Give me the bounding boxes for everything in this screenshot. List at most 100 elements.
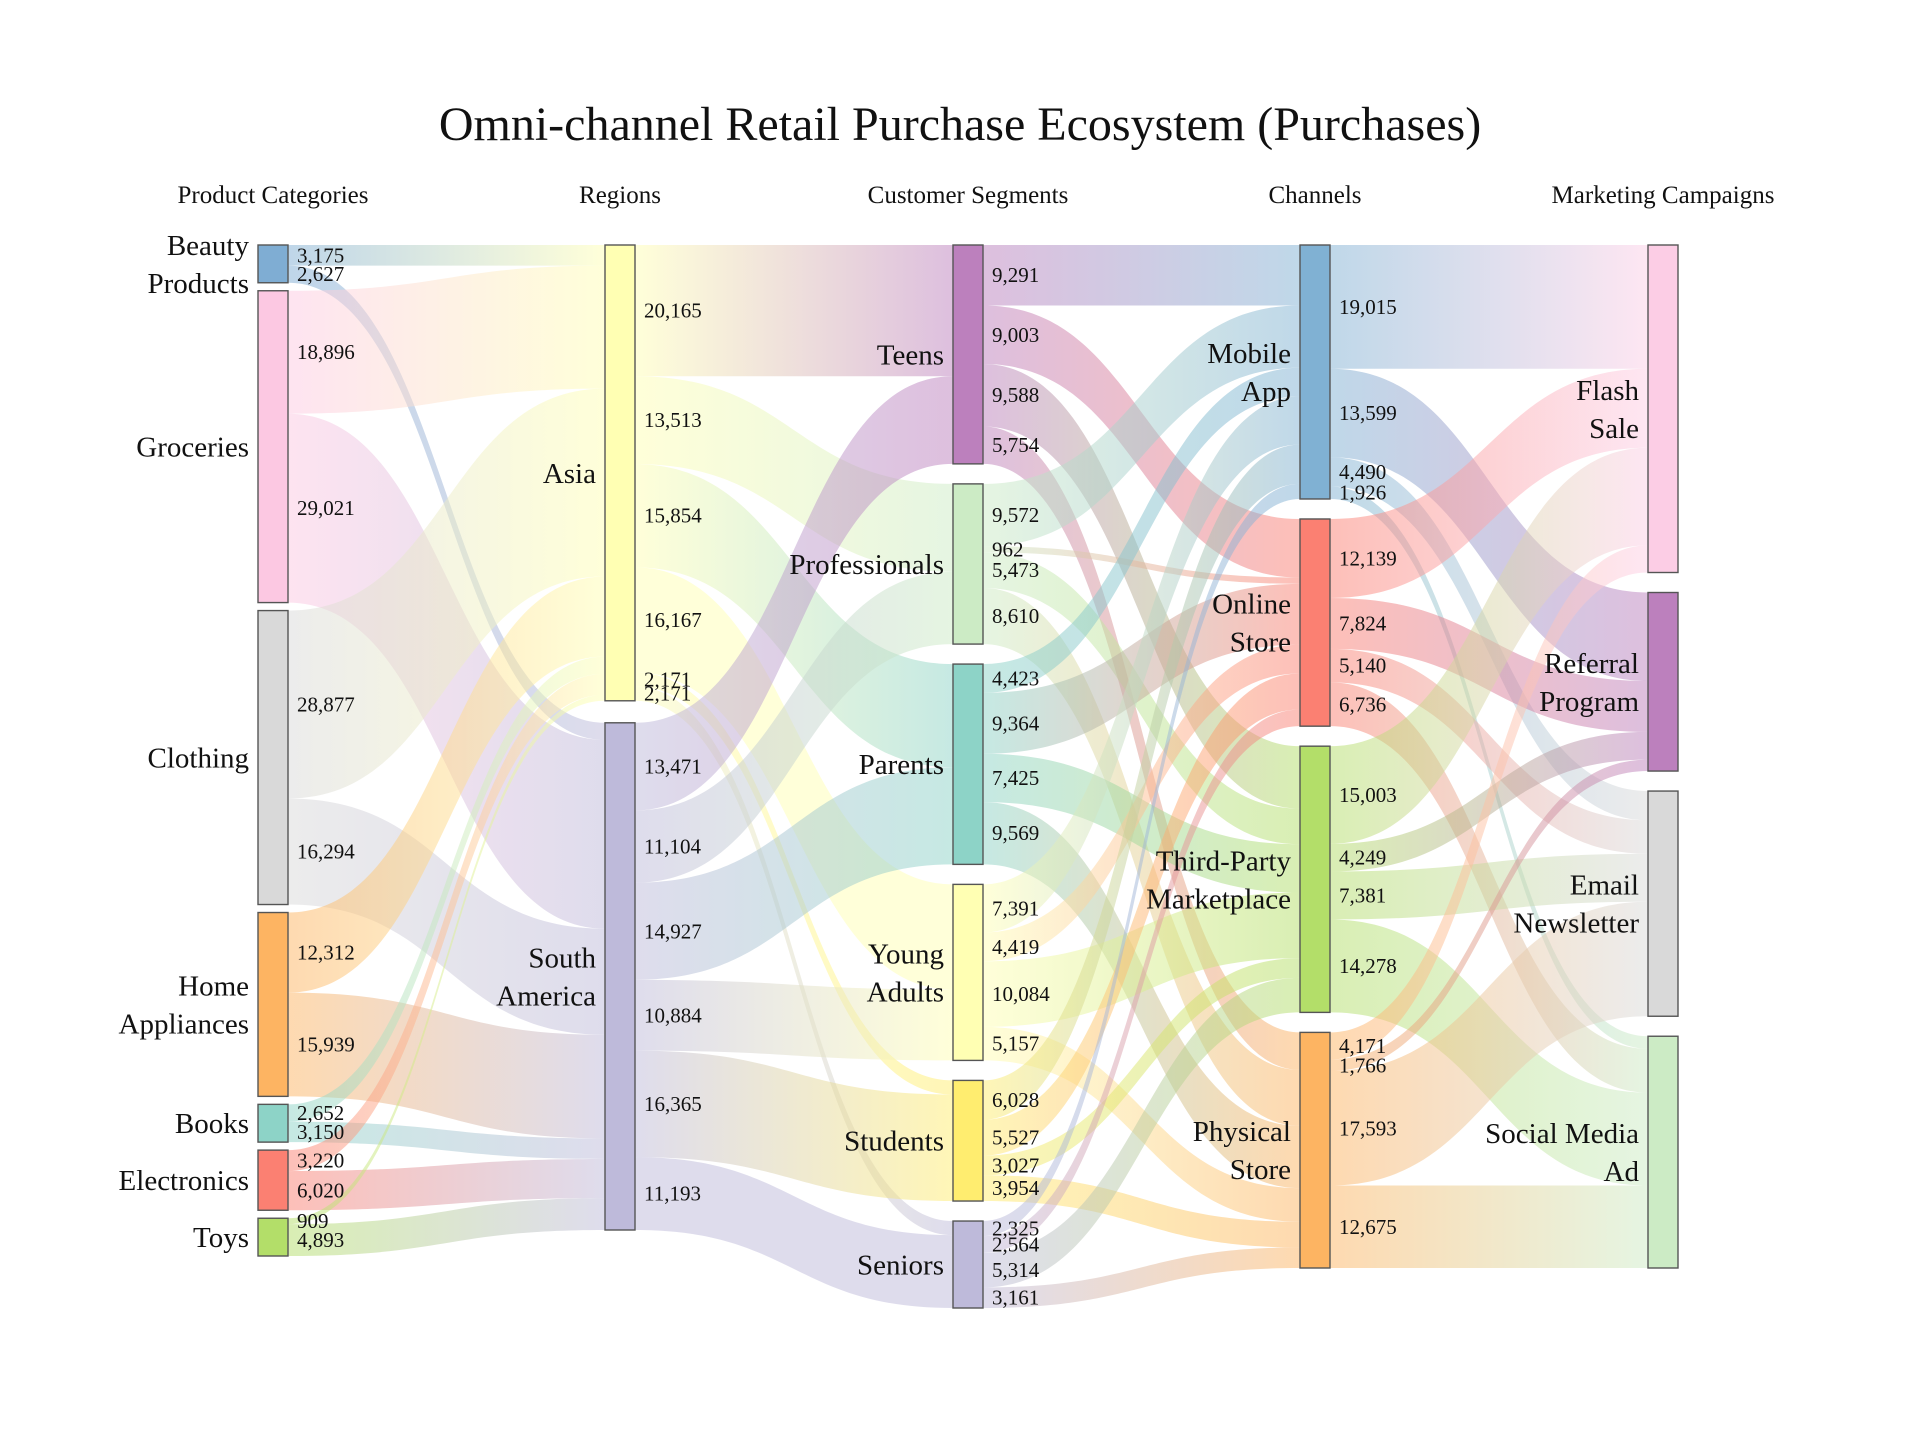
node-social-media-ad bbox=[1647, 1035, 1679, 1269]
node-label-young-adults: Young Adults bbox=[867, 938, 944, 1008]
link-value-electronics-samerica: 6,020 bbox=[297, 1179, 344, 1203]
link-value-asia-students: 2,171 bbox=[644, 668, 691, 692]
link-seniors-physical bbox=[983, 1247, 1300, 1308]
node-label-physical-store: Physical Store bbox=[1193, 1116, 1291, 1186]
link-asia-professionals bbox=[635, 376, 953, 572]
link-parents-thirdparty bbox=[983, 753, 1300, 893]
link-value-students-online: 5,527 bbox=[992, 1126, 1039, 1150]
link-home-asia bbox=[288, 576, 605, 993]
link-value-beauty-asia: 3,175 bbox=[297, 243, 344, 267]
link-asia-teens bbox=[635, 245, 953, 377]
link-value-electronics-asia: 3,220 bbox=[297, 1149, 344, 1173]
link-value-toys-asia: 909 bbox=[297, 1209, 329, 1233]
link-mobile-flash bbox=[1330, 245, 1648, 369]
link-value-toys-samerica: 4,893 bbox=[297, 1228, 344, 1252]
nodes bbox=[257, 244, 1679, 1309]
link-value-clothing-samerica: 16,294 bbox=[297, 840, 355, 864]
link-value-online-social: 6,736 bbox=[1339, 692, 1386, 716]
node-flash-sale bbox=[1647, 244, 1679, 574]
node-online-store bbox=[1299, 518, 1331, 727]
node-label-books: Books bbox=[175, 1108, 249, 1140]
link-value-physical-referral: 1,766 bbox=[1339, 1053, 1386, 1077]
link-youngadults-thirdparty bbox=[983, 892, 1300, 1027]
link-students-online bbox=[983, 673, 1300, 1156]
link-students-thirdparty bbox=[983, 958, 1300, 1176]
link-physical-flash bbox=[1330, 545, 1648, 1060]
link-teens-mobile bbox=[983, 245, 1300, 306]
link-books-asia bbox=[288, 656, 605, 1122]
chart-title: Omni-channel Retail Purchase Ecosystem (… bbox=[439, 98, 1481, 151]
node-label-clothing: Clothing bbox=[147, 743, 249, 775]
link-electronics-samerica bbox=[288, 1158, 605, 1211]
link-value-physical-email: 17,593 bbox=[1339, 1116, 1397, 1140]
link-value-students-mobile: 6,028 bbox=[992, 1088, 1039, 1112]
node-label-seniors: Seniors bbox=[857, 1250, 944, 1282]
node-electronics bbox=[257, 1149, 289, 1211]
link-value-groceries-asia: 18,896 bbox=[297, 340, 355, 364]
link-seniors-online bbox=[983, 709, 1300, 1253]
link-value-mobile-flash: 19,015 bbox=[1339, 295, 1397, 319]
link-value-professionals-physical: 8,610 bbox=[992, 604, 1039, 628]
link-physical-referral bbox=[1330, 759, 1648, 1072]
link-students-mobile bbox=[983, 444, 1300, 1120]
node-label-flash-sale: Flash Sale bbox=[1576, 375, 1639, 445]
node-label-toys: Toys bbox=[193, 1222, 249, 1254]
link-online-flash bbox=[1330, 368, 1648, 598]
node-label-online-store: Online Store bbox=[1212, 589, 1291, 659]
node-toys bbox=[257, 1217, 289, 1257]
link-value-clothing-asia: 28,877 bbox=[297, 693, 355, 717]
link-physical-email bbox=[1330, 901, 1648, 1186]
link-samerica-parents bbox=[635, 767, 953, 980]
link-value-professionals-thirdparty: 5,473 bbox=[992, 558, 1039, 582]
node-label-mobile-app: Mobile App bbox=[1207, 338, 1291, 408]
link-value-asia-professionals: 13,513 bbox=[644, 408, 702, 432]
link-value-students-physical: 3,954 bbox=[992, 1176, 1040, 1200]
link-samerica-students bbox=[635, 1050, 953, 1202]
link-value-seniors-online: 2,564 bbox=[992, 1233, 1040, 1257]
node-books bbox=[257, 1103, 289, 1143]
link-value-teens-mobile: 9,291 bbox=[992, 263, 1039, 287]
link-value-parents-mobile: 4,423 bbox=[992, 666, 1039, 690]
link-value-samerica-seniors: 11,193 bbox=[644, 1182, 701, 1206]
node-labels: Beauty Products Groceries Clothing Home Appli… bbox=[119, 230, 1640, 1282]
link-value-beauty-samerica: 2,627 bbox=[297, 262, 344, 286]
node-seniors bbox=[952, 1220, 984, 1309]
link-value-asia-parents: 15,854 bbox=[644, 504, 702, 528]
link-value-parents-physical: 9,569 bbox=[992, 821, 1039, 845]
link-value-thirdparty-referral: 4,249 bbox=[1339, 846, 1386, 870]
node-label-asia: Asia bbox=[543, 458, 596, 490]
link-teens-thirdparty bbox=[983, 364, 1300, 809]
link-value-mobile-social: 1,926 bbox=[1339, 481, 1386, 505]
link-value-samerica-parents: 14,927 bbox=[644, 919, 702, 943]
link-electronics-asia bbox=[288, 673, 605, 1172]
link-value-asia-seniors: 2,171 bbox=[644, 682, 691, 706]
link-samerica-professionals bbox=[635, 571, 953, 883]
node-asia bbox=[604, 244, 636, 702]
node-label-south-america: South America bbox=[496, 942, 596, 1012]
node-young-adults bbox=[952, 883, 984, 1062]
link-value-thirdparty-flash: 15,003 bbox=[1339, 783, 1397, 807]
node-students bbox=[952, 1079, 984, 1202]
link-teens-physical bbox=[983, 426, 1300, 1070]
link-value-online-flash: 12,139 bbox=[1339, 546, 1397, 570]
link-value-physical-flash: 4,171 bbox=[1339, 1034, 1386, 1058]
link-value-seniors-thirdparty: 5,314 bbox=[992, 1258, 1040, 1282]
link-value-home-samerica: 15,939 bbox=[297, 1032, 355, 1056]
link-groceries-asia bbox=[288, 265, 605, 414]
link-value-thirdparty-email: 7,381 bbox=[1339, 883, 1386, 907]
stage-label-product-categories: Product Categories bbox=[178, 182, 369, 209]
node-label-teens: Teens bbox=[877, 339, 944, 371]
link-samerica-youngadults bbox=[635, 979, 953, 1061]
node-label-parents: Parents bbox=[859, 749, 944, 781]
link-value-samerica-youngadults: 10,884 bbox=[644, 1003, 702, 1027]
node-home-appliances bbox=[257, 911, 289, 1098]
link-value-seniors-physical: 3,161 bbox=[992, 1286, 1039, 1310]
link-youngadults-online bbox=[983, 644, 1300, 962]
node-email-newsletter bbox=[1647, 790, 1679, 1017]
link-books-samerica bbox=[288, 1121, 605, 1159]
node-south-america bbox=[604, 722, 636, 1231]
link-beauty-asia bbox=[288, 245, 605, 266]
node-clothing bbox=[257, 609, 289, 906]
